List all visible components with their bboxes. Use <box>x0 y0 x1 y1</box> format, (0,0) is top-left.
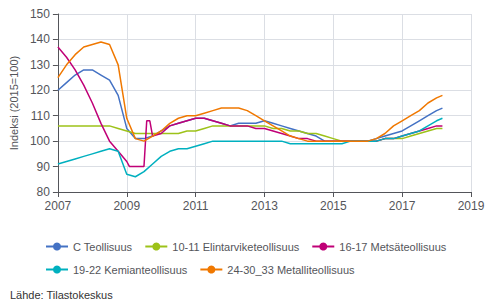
svg-text:Indeksi (2015=100): Indeksi (2015=100) <box>8 56 20 150</box>
svg-text:2019: 2019 <box>458 199 485 213</box>
svg-text:16-17 Metsäteollisuus: 16-17 Metsäteollisuus <box>339 241 447 253</box>
svg-text:130: 130 <box>30 58 50 72</box>
svg-text:80: 80 <box>37 185 51 199</box>
svg-text:90: 90 <box>37 160 51 174</box>
svg-text:2007: 2007 <box>45 199 72 213</box>
svg-text:110: 110 <box>31 109 50 123</box>
svg-text:Lähde: Tilastokeskus: Lähde: Tilastokeskus <box>10 289 113 301</box>
svg-text:24-30_33 Metalliteollisuus: 24-30_33 Metalliteollisuus <box>227 264 355 276</box>
svg-text:2013: 2013 <box>251 199 278 213</box>
svg-text:10-11 Elintarviketeollisuus: 10-11 Elintarviketeollisuus <box>172 241 299 253</box>
svg-text:2011: 2011 <box>183 199 209 213</box>
svg-text:120: 120 <box>30 83 50 97</box>
svg-text:19-22 Kemianteollisuus: 19-22 Kemianteollisuus <box>73 264 188 276</box>
svg-text:150: 150 <box>30 7 50 21</box>
svg-text:2009: 2009 <box>113 199 140 213</box>
svg-text:140: 140 <box>30 32 50 46</box>
svg-text:2017: 2017 <box>389 199 416 213</box>
svg-text:C Teollisuus: C Teollisuus <box>73 241 133 253</box>
svg-text:100: 100 <box>30 134 50 148</box>
svg-text:2015: 2015 <box>320 199 347 213</box>
